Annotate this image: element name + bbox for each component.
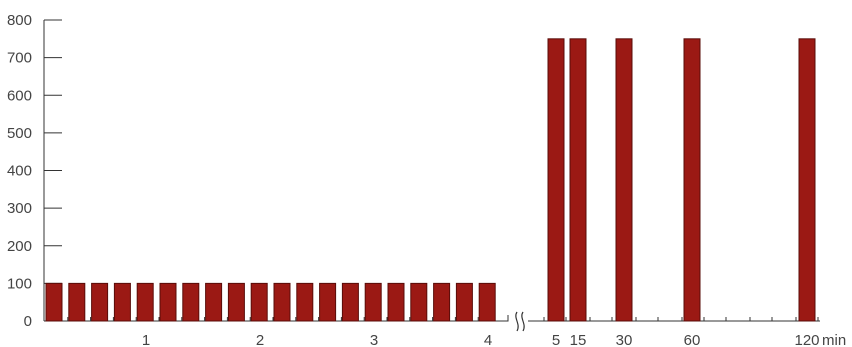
bar	[410, 282, 428, 322]
bar	[91, 282, 109, 322]
bar	[227, 282, 245, 322]
x-tick-label: 1	[142, 332, 150, 347]
bars	[45, 38, 816, 322]
x-tick-label: 3	[370, 332, 378, 347]
x-tick-label: 120	[794, 332, 819, 347]
y-tick-label: 500	[7, 125, 32, 142]
x-tick-label: 60	[684, 332, 701, 347]
y-tick-label: 400	[7, 163, 32, 180]
bar	[569, 38, 587, 322]
bar	[68, 282, 86, 322]
bar	[433, 282, 451, 322]
bar	[113, 282, 131, 322]
bar	[547, 38, 565, 322]
bar	[455, 282, 473, 322]
x-tick-label: 5	[552, 332, 560, 347]
bar	[387, 282, 405, 322]
bar	[364, 282, 382, 322]
y-axis-ticks: 0 100 200 300 400 500 600 700 800	[7, 12, 62, 330]
y-tick-label: 800	[7, 12, 32, 29]
x-tick-label: 2	[256, 332, 264, 347]
bar	[319, 282, 337, 322]
bar	[478, 282, 496, 322]
y-tick-label: 600	[7, 87, 32, 104]
x-tick-label: 4	[484, 332, 492, 347]
bar	[250, 282, 268, 322]
axis-break-icon	[515, 311, 525, 332]
y-tick-label: 300	[7, 200, 32, 217]
x-tick-label: 30	[616, 332, 633, 347]
bar	[45, 282, 63, 322]
bar	[615, 38, 633, 322]
x-tick-label: 15	[570, 332, 587, 347]
bar	[296, 282, 314, 322]
x-axis-ticks: 1 2 3 4 5 15 30 60 120	[67, 317, 820, 347]
bar	[136, 282, 154, 322]
y-tick-label: 200	[7, 238, 32, 255]
bar	[182, 282, 200, 322]
y-tick-label: 0	[24, 313, 32, 330]
bar	[159, 282, 177, 322]
bar	[683, 38, 701, 322]
bar	[798, 38, 816, 322]
bar	[273, 282, 291, 322]
y-tick-label: 700	[7, 50, 32, 67]
y-tick-label: 100	[7, 275, 32, 292]
x-unit-label: min	[822, 332, 846, 347]
bar	[205, 282, 223, 322]
bar	[341, 282, 359, 322]
